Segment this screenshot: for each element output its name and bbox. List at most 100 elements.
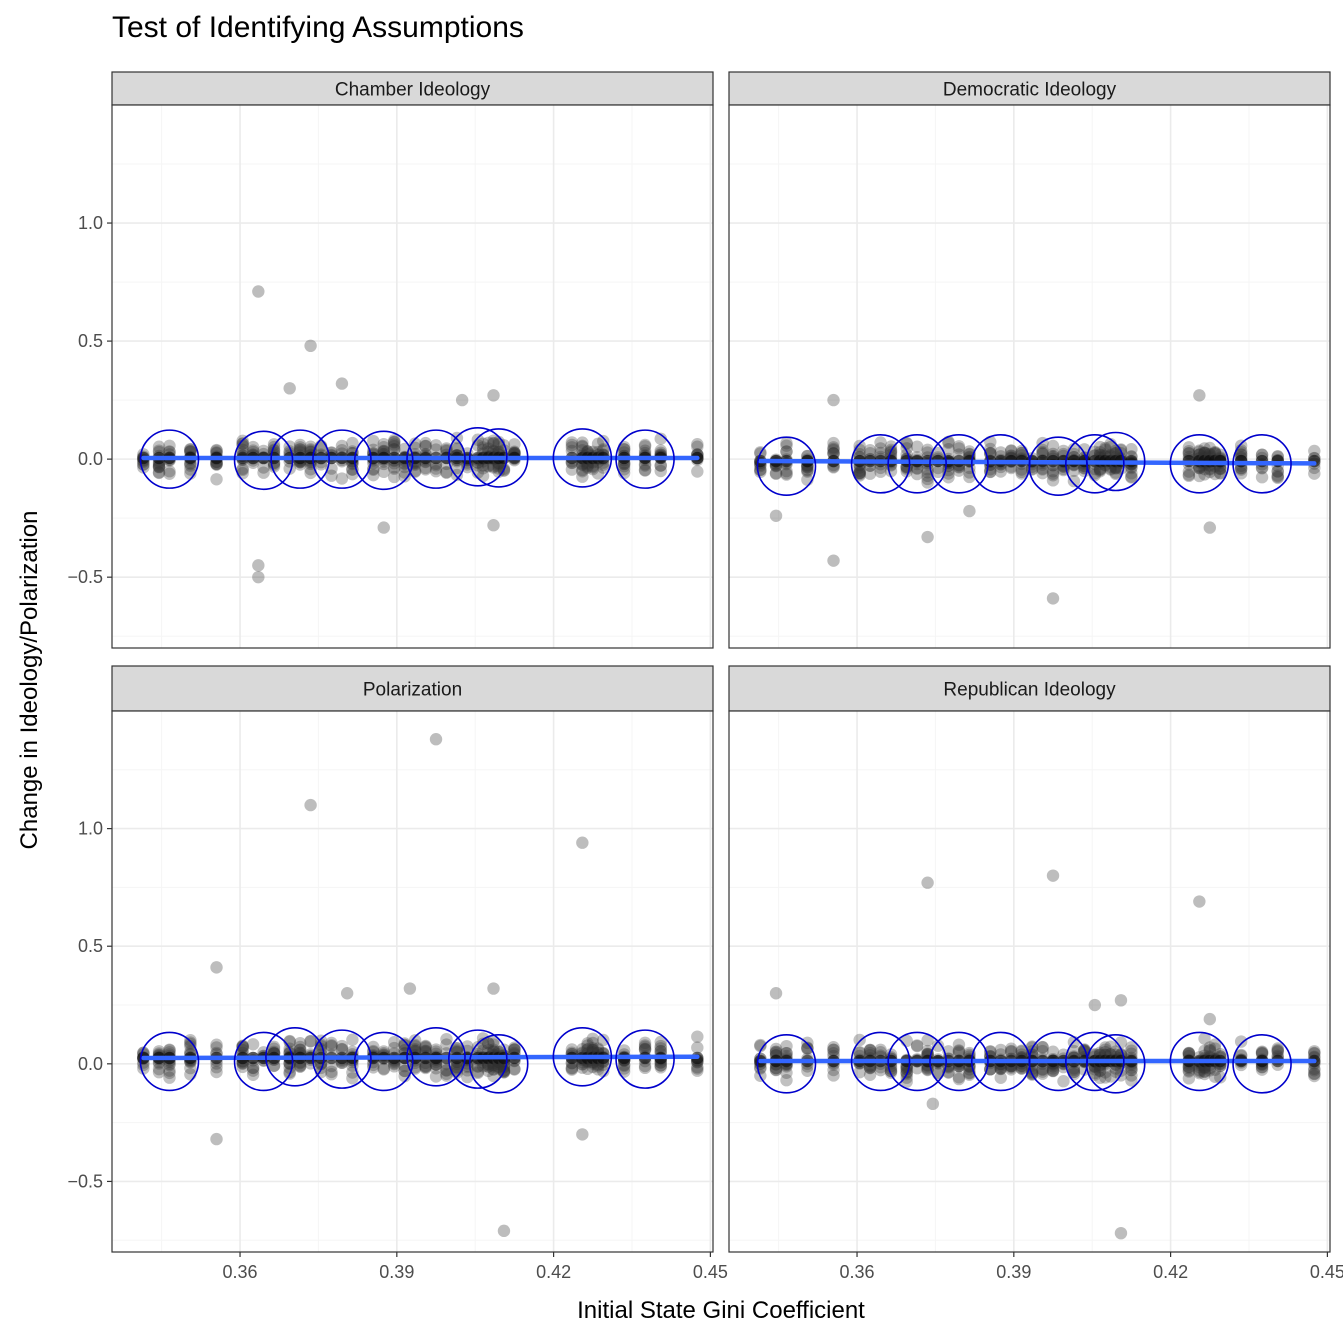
data-point: [1308, 1045, 1321, 1058]
data-point: [184, 1034, 197, 1047]
panel-background: [729, 105, 1330, 648]
data-point: [1104, 1070, 1117, 1083]
data-point: [1109, 467, 1122, 481]
data-point: [1109, 1045, 1122, 1058]
data-point: [780, 467, 793, 480]
facet-strip-chamber-ideology: [111, 71, 714, 106]
data-point: [335, 472, 349, 485]
y-tick-label: 1.0: [78, 213, 103, 233]
data-point: [1308, 1067, 1321, 1081]
data-point-outlier: [1114, 1226, 1128, 1240]
data-point-outlier: [497, 1224, 511, 1238]
data-point: [482, 1037, 495, 1050]
data-point: [769, 1045, 783, 1059]
data-point: [1208, 1038, 1222, 1051]
data-point: [1046, 464, 1060, 478]
data-point: [780, 464, 793, 478]
data-point: [691, 1064, 704, 1077]
data-point: [1234, 463, 1248, 476]
data-point: [440, 466, 453, 479]
data-point: [1036, 1044, 1049, 1058]
data-point: [450, 441, 464, 455]
panel-border: [111, 710, 714, 1253]
data-point: [476, 441, 490, 454]
data-point-outlier: [252, 559, 265, 572]
data-point: [1308, 467, 1321, 480]
x-tick-label: 0.42: [536, 1262, 571, 1282]
data-point: [827, 443, 840, 457]
data-point: [586, 1060, 599, 1074]
data-point: [1067, 1044, 1081, 1058]
data-point: [482, 436, 495, 449]
data-point: [691, 1062, 704, 1075]
data-point: [769, 467, 783, 480]
data-point: [492, 1062, 505, 1075]
x-tick-label: 0.39: [379, 1262, 414, 1282]
data-point: [1036, 443, 1049, 457]
data-point: [586, 462, 599, 476]
data-point-outlier: [963, 504, 976, 518]
data-point-outlier: [487, 982, 500, 995]
data-point: [1109, 1065, 1122, 1078]
data-point: [419, 1061, 432, 1075]
data-point: [1271, 465, 1284, 478]
data-point: [293, 441, 307, 454]
data-point-outlier: [1203, 1012, 1217, 1026]
data-point: [388, 435, 401, 449]
data-point: [293, 1036, 307, 1050]
data-point: [283, 1034, 296, 1048]
data-point: [152, 460, 166, 473]
data-point: [853, 1066, 866, 1079]
data-point: [586, 461, 599, 474]
facet-strip-democratic-ideology: [728, 71, 1331, 106]
data-point: [576, 470, 589, 483]
data-point: [963, 1068, 976, 1081]
data-point: [388, 462, 401, 475]
data-point: [1046, 1045, 1060, 1058]
data-point: [638, 1040, 652, 1054]
data-point: [1036, 445, 1049, 459]
data-point: [461, 1070, 474, 1084]
data-point: [450, 1042, 464, 1055]
data-point: [335, 1042, 349, 1056]
data-point: [1193, 469, 1206, 483]
panel-democratic-ideology: Democratic Ideology: [728, 71, 1331, 649]
data-point: [1093, 1064, 1107, 1078]
data-point: [931, 1066, 945, 1079]
highlight-circle: [1232, 434, 1292, 494]
data-point: [246, 1038, 260, 1051]
data-point: [335, 439, 349, 453]
data-point: [874, 436, 887, 449]
data-point: [482, 1037, 495, 1050]
data-point: [576, 1061, 589, 1074]
highlight-circle: [406, 429, 466, 489]
panel-polarization: Polarization −0.5 0.0 0.5 1.0 0.36 0.39 0.42 0.4…: [67, 665, 728, 1282]
y-tick-label: 0.0: [78, 1054, 103, 1074]
data-point: [1046, 474, 1060, 487]
data-point: [1234, 1035, 1248, 1048]
data-point: [576, 465, 589, 478]
data-point: [325, 469, 338, 482]
data-point: [1271, 1042, 1284, 1055]
data-point: [1234, 467, 1248, 480]
highlight-circle: [265, 1026, 325, 1087]
data-point: [419, 436, 432, 450]
data-point: [408, 1040, 422, 1053]
data-point: [853, 467, 866, 481]
data-point-outlier: [252, 285, 265, 298]
data-point: [691, 1060, 704, 1074]
data-point: [1182, 1072, 1196, 1085]
data-point-outlier: [1088, 998, 1102, 1012]
data-point: [1099, 1043, 1112, 1056]
data-point: [827, 1069, 840, 1082]
data-point: [827, 1043, 840, 1057]
data-point: [293, 443, 307, 456]
data-point: [1046, 1064, 1060, 1077]
data-point: [419, 463, 432, 476]
data-point: [1308, 444, 1321, 458]
highlight-circle: [1065, 434, 1125, 494]
data-point: [1109, 466, 1122, 479]
data-point: [1234, 446, 1248, 459]
data-point: [1005, 1045, 1018, 1058]
data-point: [236, 1040, 249, 1053]
